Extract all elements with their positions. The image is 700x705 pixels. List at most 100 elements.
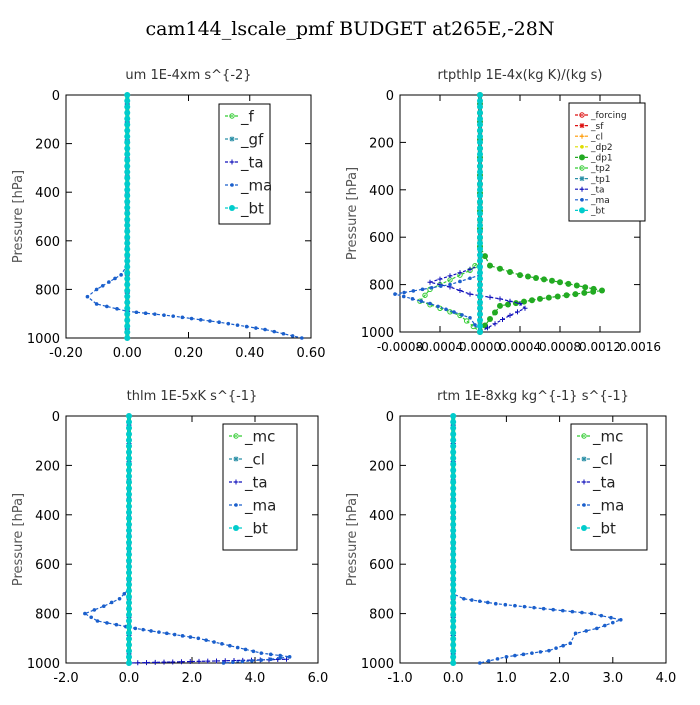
legend-item: _cl: [577, 450, 613, 469]
legend-label: _ma: [590, 196, 610, 206]
x-tick-label: 0.0004: [499, 340, 541, 354]
series-ma: [85, 93, 304, 340]
series-point: [439, 284, 443, 288]
series-point: [493, 601, 498, 606]
x-tick-label: 0.0012: [579, 340, 621, 354]
x-tick-label: 3.0: [602, 671, 623, 686]
series-point: [549, 277, 555, 284]
series-point: [126, 533, 132, 540]
legend-label: _mc: [244, 427, 275, 446]
series-point: [477, 305, 483, 312]
series-point: [477, 281, 483, 288]
series-point: [117, 596, 122, 601]
legend: _mc _cl _ta _ma _bt: [222, 423, 298, 551]
series-point: [427, 279, 433, 285]
series-point: [217, 320, 221, 325]
series-point: [477, 115, 483, 122]
series-point: [482, 253, 488, 260]
legend: _mc _cl _ta _ma _bt: [570, 423, 648, 551]
series-point: [450, 575, 457, 582]
legend-label: _ta: [592, 473, 616, 492]
series-point: [538, 650, 543, 654]
legend-label: _ta: [590, 185, 605, 195]
series-point: [259, 651, 264, 655]
series-point: [278, 656, 283, 660]
series-point: [124, 299, 131, 306]
y-tick-label: 200: [35, 138, 60, 153]
series-point: [450, 485, 457, 492]
series-point: [477, 251, 483, 258]
series-point: [557, 279, 563, 286]
series-point: [468, 315, 472, 320]
series-point: [161, 659, 167, 665]
x-tick-label: -0.0008: [377, 340, 423, 354]
legend-item: _ta: [229, 473, 268, 492]
x-tick-label: 0.0000: [459, 340, 501, 354]
series-point: [204, 638, 208, 642]
series-point: [515, 309, 520, 315]
series-point: [83, 611, 87, 616]
series-point: [580, 610, 584, 615]
series-point: [102, 604, 106, 608]
legend-label: _tp1: [590, 175, 610, 185]
series-point: [180, 315, 185, 320]
series-point: [126, 611, 132, 618]
y-tick-label: 0: [386, 89, 394, 104]
series-point: [95, 619, 100, 623]
series-point: [450, 437, 457, 444]
series-point: [492, 321, 498, 327]
series-point: [460, 313, 464, 317]
series-point: [590, 288, 597, 295]
series-point: [124, 121, 131, 128]
series-point: [126, 653, 132, 660]
series-point: [126, 551, 132, 558]
legend-label: _ma: [244, 496, 276, 515]
series-point: [124, 186, 131, 193]
series-point: [477, 103, 483, 110]
series-point: [611, 620, 615, 625]
plot-frame: [399, 415, 667, 664]
series-point: [560, 608, 565, 613]
series-point: [422, 292, 428, 298]
series-point: [497, 296, 503, 302]
legend-label: _ma: [592, 496, 624, 515]
series-point: [450, 617, 457, 624]
series-point: [618, 617, 623, 622]
series-point: [478, 661, 482, 665]
series-point: [595, 626, 599, 631]
series-point: [113, 276, 117, 281]
series-point: [507, 268, 513, 275]
x-tick-label: 6.0: [308, 671, 329, 686]
series-point: [126, 629, 132, 636]
series-point: [153, 312, 157, 316]
series-point: [457, 270, 463, 276]
series-point: [134, 310, 139, 315]
series-point: [541, 606, 546, 611]
series-point: [450, 629, 457, 636]
series-point: [119, 273, 123, 277]
legend-item: _gf: [225, 130, 264, 149]
series-point: [109, 600, 114, 605]
series-point: [100, 283, 105, 288]
series-point: [126, 461, 132, 468]
series-point: [126, 515, 132, 522]
legend-label: _ta: [240, 153, 264, 172]
y-tick-label: 200: [35, 459, 60, 474]
x-tick-label: 0.0: [443, 671, 464, 686]
y-tick-label: 1000: [27, 332, 60, 347]
y-tick-label: 800: [369, 608, 394, 623]
series-point: [124, 269, 131, 276]
series-point: [537, 295, 543, 302]
series-point: [172, 632, 177, 637]
series-point: [477, 299, 483, 306]
series-point: [477, 216, 483, 223]
legend-item: _ma: [229, 496, 276, 515]
series-point: [507, 298, 513, 304]
series-point: [126, 569, 132, 576]
series-point: [477, 139, 483, 146]
series-point: [124, 335, 131, 341]
series-point: [450, 581, 457, 588]
series-point: [94, 287, 99, 292]
y-tick-label: 200: [369, 136, 394, 151]
